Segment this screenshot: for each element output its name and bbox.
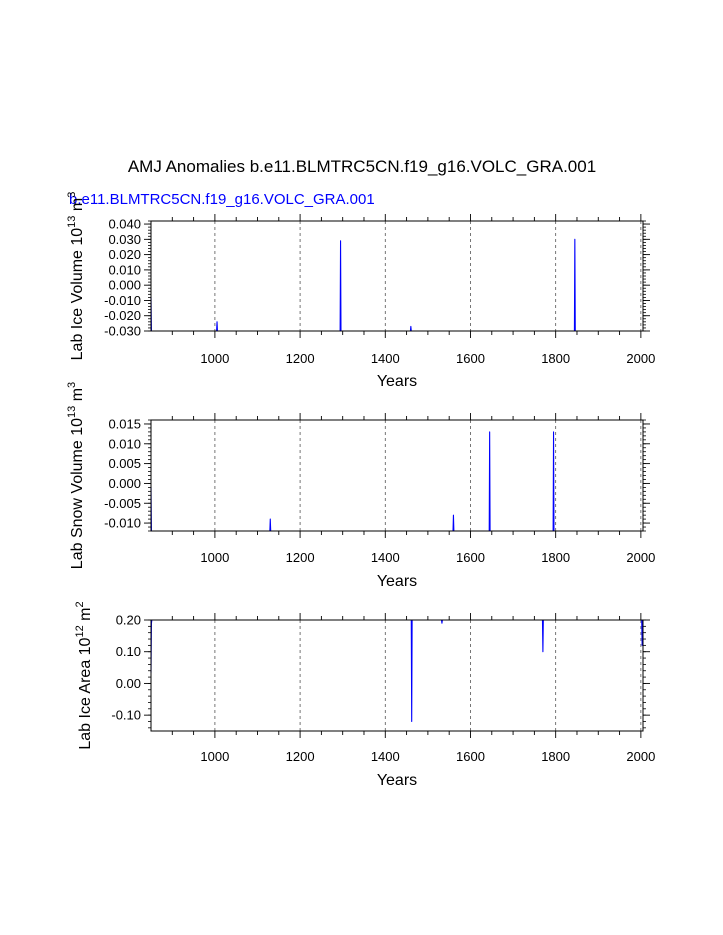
- x-tick-label: 1000: [200, 351, 229, 366]
- x-tick-label: 1000: [200, 550, 229, 565]
- figure-title: AMJ Anomalies b.e11.BLMTRC5CN.f19_g16.VO…: [128, 157, 596, 176]
- x-tick-label: 1200: [286, 550, 315, 565]
- plot-frame: [150, 619, 644, 732]
- x-tick-label: 1400: [371, 550, 400, 565]
- y-tick-label: 0.005: [108, 456, 141, 471]
- panel-1-subtitle: b.e11.BLMTRC5CN.f19_g16.VOLC_GRA.001: [69, 191, 375, 208]
- y-axis-label: Lab Ice Area 1012 m2: [74, 601, 94, 749]
- x-tick-label: 1200: [286, 749, 315, 764]
- y-tick-label: 0.015: [108, 416, 141, 431]
- x-tick-label: 1600: [456, 351, 485, 366]
- x-axis-label: Years: [377, 772, 417, 789]
- x-tick-label: 1600: [456, 749, 485, 764]
- series-line: [150, 238, 644, 332]
- x-tick-label: 1400: [371, 351, 400, 366]
- y-axis-label: Lab Ice Volume 1013 m3: [66, 192, 86, 361]
- y-tick-label: 0.10: [116, 644, 141, 659]
- y-tick-label: 0.010: [108, 436, 141, 451]
- y-tick-label: 0.20: [116, 613, 141, 628]
- x-axis-label: Years: [377, 573, 417, 590]
- y-tick-label: -0.10: [111, 708, 141, 723]
- panel-3: 1000 1200 1400 1600 1800 2000 -0.10 0.00 0.10 0.2…: [74, 601, 655, 789]
- x-axis-label: Years: [377, 373, 417, 390]
- x-tick-label: 2000: [626, 351, 655, 366]
- plot-frame: [150, 220, 644, 332]
- y-tick-label: -0.030: [104, 324, 141, 339]
- y-tick-label: 0.000: [108, 278, 141, 293]
- y-tick-label: -0.005: [104, 496, 141, 511]
- y-axis-label: Lab Snow Volume 1013 m3: [66, 382, 86, 569]
- x-tick-label: 2000: [626, 749, 655, 764]
- y-tick-label: 0.010: [108, 262, 141, 277]
- y-tick-label: 0.030: [108, 232, 141, 247]
- y-tick-label: -0.020: [104, 308, 141, 323]
- series-line: [150, 619, 644, 723]
- x-tick-label: 1600: [456, 550, 485, 565]
- y-tick-label: 0.00: [116, 676, 141, 691]
- x-tick-label: 1800: [541, 550, 570, 565]
- y-tick-label: 0.040: [108, 217, 141, 232]
- x-tick-label: 1800: [541, 749, 570, 764]
- x-tick-label: 1200: [286, 351, 315, 366]
- series-line: [150, 431, 644, 532]
- x-tick-label: 1000: [200, 749, 229, 764]
- y-tick-label: 0.020: [108, 247, 141, 262]
- x-tick-label: 2000: [626, 550, 655, 565]
- y-tick-label: -0.010: [104, 516, 141, 531]
- x-tick-label: 1400: [371, 749, 400, 764]
- panel-1: 1000 1200 1400 1600 1800 2000 -0.030-0.020-0.0…: [66, 192, 655, 390]
- y-tick-label: 0.000: [108, 476, 141, 491]
- panel-2: 1000 1200 1400 1600 1800 2000 -0.010 -0.005 0.00…: [66, 382, 655, 590]
- plot-frame: [150, 419, 644, 532]
- x-tick-label: 1800: [541, 351, 570, 366]
- y-tick-label: -0.010: [104, 293, 141, 308]
